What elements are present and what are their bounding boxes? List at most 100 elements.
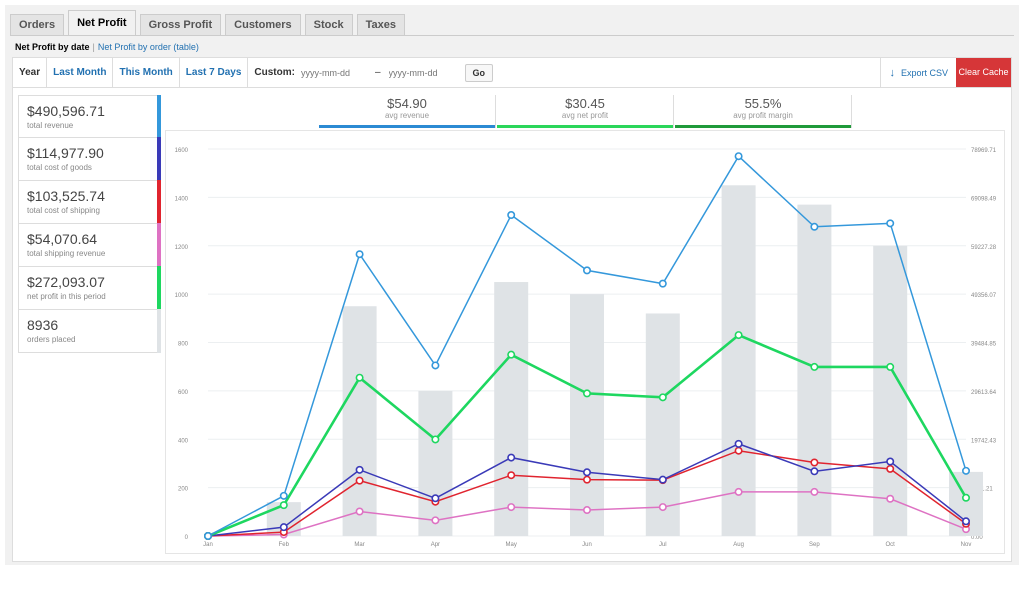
go-button[interactable]: Go: [464, 63, 494, 82]
orders-bar: [873, 245, 908, 536]
chart-svg: 00.002009871.2140019742.4360029613.64800…: [175, 148, 997, 548]
orders-bar: [645, 313, 680, 536]
series-point: [734, 446, 743, 455]
avg-value: $30.45: [565, 96, 605, 111]
avg-underline: [497, 125, 673, 128]
tab-orders[interactable]: Orders: [10, 14, 65, 36]
legend-color-bar: [157, 137, 161, 181]
sublink-net-profit-by-date: Net Profit by date: [15, 42, 90, 52]
orders-bar: [494, 282, 529, 536]
orders-bar: [418, 390, 453, 536]
right-tick-label: 69098.49: [971, 196, 997, 202]
range-tab-this-month[interactable]: This Month: [113, 58, 180, 87]
series-point: [507, 503, 516, 512]
clear-cache-button[interactable]: Clear Cache: [956, 58, 1011, 87]
legend-item-total-cost-of-shipping[interactable]: $103,525.74 total cost of shipping: [18, 180, 161, 224]
avg-value: $54.90: [387, 96, 427, 111]
legend-item-orders-placed[interactable]: 8936 orders placed: [18, 309, 161, 353]
right-tick-label: 19742.43: [971, 438, 997, 444]
custom-range: Custom: – Go: [248, 58, 494, 87]
range-tab-last-7-days[interactable]: Last 7 Days: [180, 58, 249, 87]
legend-color-bar: [157, 309, 161, 353]
tab-customers[interactable]: Customers: [225, 14, 301, 36]
legend-value: 8936: [27, 317, 59, 333]
series-point: [279, 523, 288, 532]
legend-value: $272,093.07: [27, 274, 105, 290]
report-tabs: Orders Net Profit Gross Profit Customers…: [10, 10, 405, 36]
legend-item-total-shipping-revenue[interactable]: $54,070.64 total shipping revenue: [18, 223, 161, 267]
x-tick-label: Mar: [354, 542, 364, 548]
orders-bar: [570, 294, 604, 536]
left-tick-label: 0: [185, 535, 189, 541]
right-tick-label: 59227.28: [971, 245, 997, 251]
series-point: [507, 453, 516, 462]
series-point: [810, 487, 819, 496]
avg-underline: [675, 125, 851, 128]
x-tick-label: Feb: [279, 542, 290, 548]
series-point: [279, 501, 288, 510]
series-point: [355, 507, 364, 516]
x-tick-label: Nov: [961, 542, 972, 548]
range-actions: ↓ Export CSV Clear Cache: [880, 58, 1011, 87]
legend-value: $490,596.71: [27, 103, 105, 119]
legend-desc: total revenue: [27, 121, 74, 130]
avg-caption: avg profit margin: [733, 111, 793, 120]
left-tick-label: 1400: [175, 196, 189, 202]
range-tab-year[interactable]: Year: [13, 58, 48, 87]
avg-caption: avg net profit: [561, 111, 609, 120]
custom-label: Custom:: [254, 67, 295, 78]
series-point: [658, 393, 667, 402]
series-point: [961, 517, 970, 526]
left-tick-label: 1600: [175, 148, 189, 154]
series-point: [507, 211, 516, 220]
tab-net-profit[interactable]: Net Profit: [68, 10, 136, 36]
profit-chart: 00.002009871.2140019742.4360029613.64800…: [165, 130, 1005, 554]
left-tick-label: 1000: [175, 293, 189, 299]
series-point: [886, 464, 895, 473]
series-point: [582, 389, 591, 398]
legend-desc: total cost of goods: [27, 163, 92, 172]
date-range-bar: Year Last Month This Month Last 7 Days C…: [13, 58, 1011, 88]
series-point: [810, 222, 819, 231]
series-point: [734, 331, 743, 340]
series-point: [279, 491, 288, 500]
start-date-input[interactable]: [300, 67, 367, 78]
series-point: [507, 350, 516, 359]
series-point: [886, 457, 895, 466]
right-tick-label: 78969.71: [971, 148, 997, 154]
orders-bar: [342, 306, 377, 536]
avg-revenue: $54.90 avg revenue: [319, 95, 496, 128]
sublink-separator: |: [92, 42, 95, 52]
x-tick-label: Jan: [203, 542, 213, 548]
tab-stock[interactable]: Stock: [304, 14, 353, 36]
avg-net-profit: $30.45 avg net profit: [497, 95, 674, 128]
legend-desc: net profit in this period: [27, 292, 106, 301]
left-tick-label: 800: [178, 342, 189, 348]
end-date-input[interactable]: [388, 67, 455, 78]
tab-taxes[interactable]: Taxes: [356, 14, 405, 36]
tab-gross-profit[interactable]: Gross Profit: [139, 14, 222, 36]
series-point: [810, 467, 819, 476]
x-tick-label: Oct: [886, 542, 896, 548]
legend-item-total-revenue[interactable]: $490,596.71 total revenue: [18, 95, 161, 139]
avg-profit-margin: 55.5% avg profit margin: [675, 95, 852, 128]
series-point: [734, 439, 743, 448]
series-point: [582, 506, 591, 515]
left-tick-label: 200: [178, 487, 189, 493]
series-point: [886, 494, 895, 503]
series-point: [355, 250, 364, 259]
orders-bar: [721, 185, 756, 536]
export-csv-label: Export CSV: [900, 67, 948, 78]
series-point: [355, 373, 364, 382]
sublink-net-profit-by-order[interactable]: Net Profit by order (table): [97, 42, 199, 52]
series-point: [431, 361, 440, 370]
series-point: [734, 152, 743, 161]
legend-item-net-profit[interactable]: $272,093.07 net profit in this period: [18, 266, 161, 310]
range-tab-last-month[interactable]: Last Month: [47, 58, 114, 87]
series-point: [203, 531, 212, 540]
left-tick-label: 400: [178, 438, 189, 444]
legend-value: $54,070.64: [27, 231, 98, 247]
series-point: [431, 435, 440, 444]
legend-item-total-cost-of-goods[interactable]: $114,977.90 total cost of goods: [18, 137, 161, 181]
export-csv-button[interactable]: ↓ Export CSV: [880, 58, 956, 87]
